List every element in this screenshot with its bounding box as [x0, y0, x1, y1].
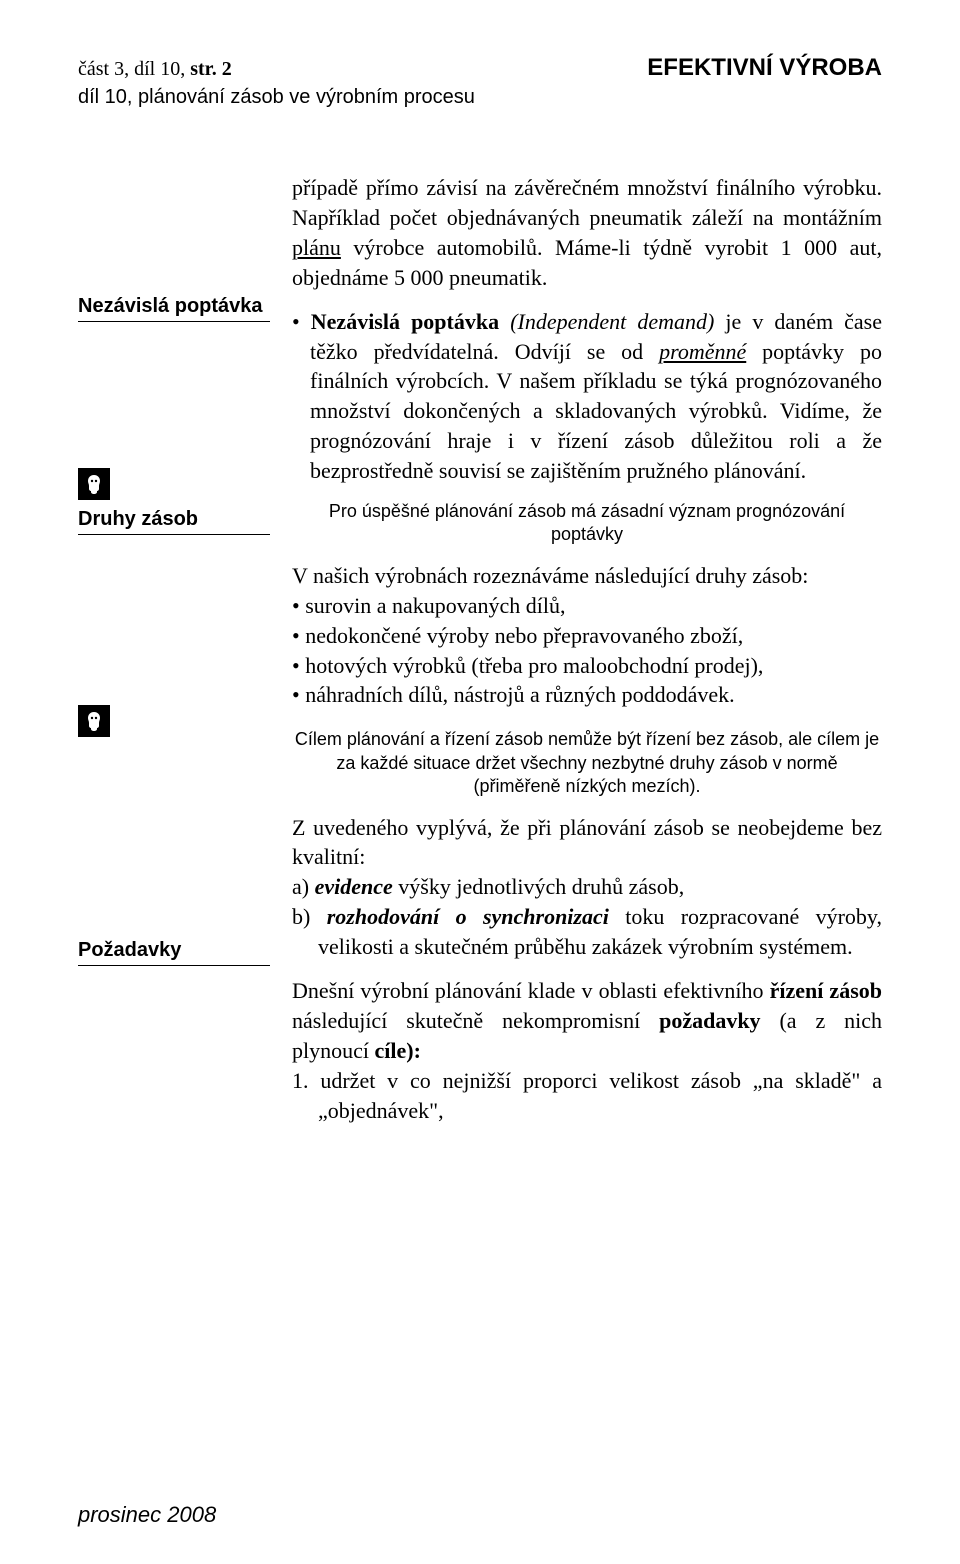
lightbulb-head-icon: [78, 468, 110, 500]
para5-mid: následující skutečně nekompromisní: [292, 1008, 659, 1033]
letter-a-pre: a): [292, 874, 315, 899]
letter-b-pre: b): [292, 904, 327, 929]
para5-bold3: cíle):: [375, 1038, 421, 1063]
paragraph-types-intro: V našich výrobnách rozeznáváme následují…: [292, 561, 882, 591]
para2-bullet: •: [292, 309, 311, 334]
para2-italic: (Independent demand): [510, 309, 714, 334]
bullet-list-types: • surovin a nakupovaných dílů, • nedokon…: [292, 591, 882, 711]
letter-a-post: výšky jednotlivých druhů zásob,: [393, 874, 684, 899]
sidebar-label-types: Druhy zásob: [78, 508, 270, 535]
content-area: Nezávislá poptávka Druhy zásob Požadavky…: [78, 173, 882, 1126]
para1-post: výrobce automobilů. Máme-li týdně vyrobi…: [292, 235, 882, 290]
bullet-item: • náhradních dílů, nástrojů a různých po…: [292, 680, 882, 710]
lettered-list: a) evidence výšky jednotlivých druhů zás…: [292, 872, 882, 962]
page-reference: část 3, díl 10, str. 2: [78, 58, 232, 81]
bullet-item: • nedokončené výroby nebo přepravovaného…: [292, 621, 882, 651]
page-subtitle: díl 10, plánování zásob ve výrobním proc…: [78, 86, 882, 109]
page-ref-prefix: část 3, díl 10,: [78, 58, 190, 80]
main-text-column: případě přímo závisí na závěrečném množs…: [292, 173, 882, 1126]
para5-bold2: požadavky: [659, 1008, 760, 1033]
callout-goal: Cílem plánování a řízení zásob nemůže bý…: [292, 728, 882, 798]
sidebar-label-demand: Nezávislá poptávka: [78, 295, 270, 322]
para2-mid1: [499, 309, 510, 334]
lettered-item-b: b) rozhodování o synchronizaci toku rozp…: [292, 902, 882, 962]
bullet-item: • hotových výrobků (třeba pro maloobchod…: [292, 651, 882, 681]
letter-a-bold: evidence: [315, 874, 393, 899]
paragraph-demand: • Nezávislá poptávka (Independent demand…: [292, 307, 882, 486]
callout-forecasting: Pro úspěšné plánování zásob má zásadní v…: [292, 500, 882, 547]
para1-underline: plánu: [292, 235, 341, 260]
letter-b-bold: rozhodování o synchronizaci: [327, 904, 609, 929]
page-title: EFEKTIVNÍ VÝROBA: [647, 54, 882, 82]
paragraph-intro: případě přímo závisí na závěrečném množs…: [292, 173, 882, 293]
lettered-item-a: a) evidence výšky jednotlivých druhů zás…: [292, 872, 882, 902]
footer-date: prosinec 2008: [78, 1502, 216, 1528]
numbered-item-1: 1. udržet v co nejnižší proporci velikos…: [292, 1066, 882, 1126]
sidebar: Nezávislá poptávka Druhy zásob Požadavky: [78, 173, 270, 1126]
bullet-item: • surovin a nakupovaných dílů,: [292, 591, 882, 621]
para2-underline: proměnné: [659, 339, 746, 364]
sidebar-label-requirements: Požadavky: [78, 939, 270, 966]
page-header: část 3, díl 10, str. 2 EFEKTIVNÍ VÝROBA: [78, 54, 882, 82]
para5-bold1: řízení zásob: [770, 978, 882, 1003]
paragraph-requirements: Dnešní výrobní plánování klade v oblasti…: [292, 976, 882, 1066]
para2-bold: Nezávislá poptávka: [311, 309, 499, 334]
paragraph-quality-intro: Z uvedeného vyplývá, že při plánování zá…: [292, 813, 882, 873]
numbered-list: 1. udržet v co nejnižší proporci velikos…: [292, 1066, 882, 1126]
page-ref-number: str. 2: [190, 58, 231, 80]
lightbulb-head-icon: [78, 705, 110, 737]
para5-pre: Dnešní výrobní plánování klade v oblasti…: [292, 978, 770, 1003]
para1-pre: případě přímo závisí na závěrečném množs…: [292, 175, 882, 230]
